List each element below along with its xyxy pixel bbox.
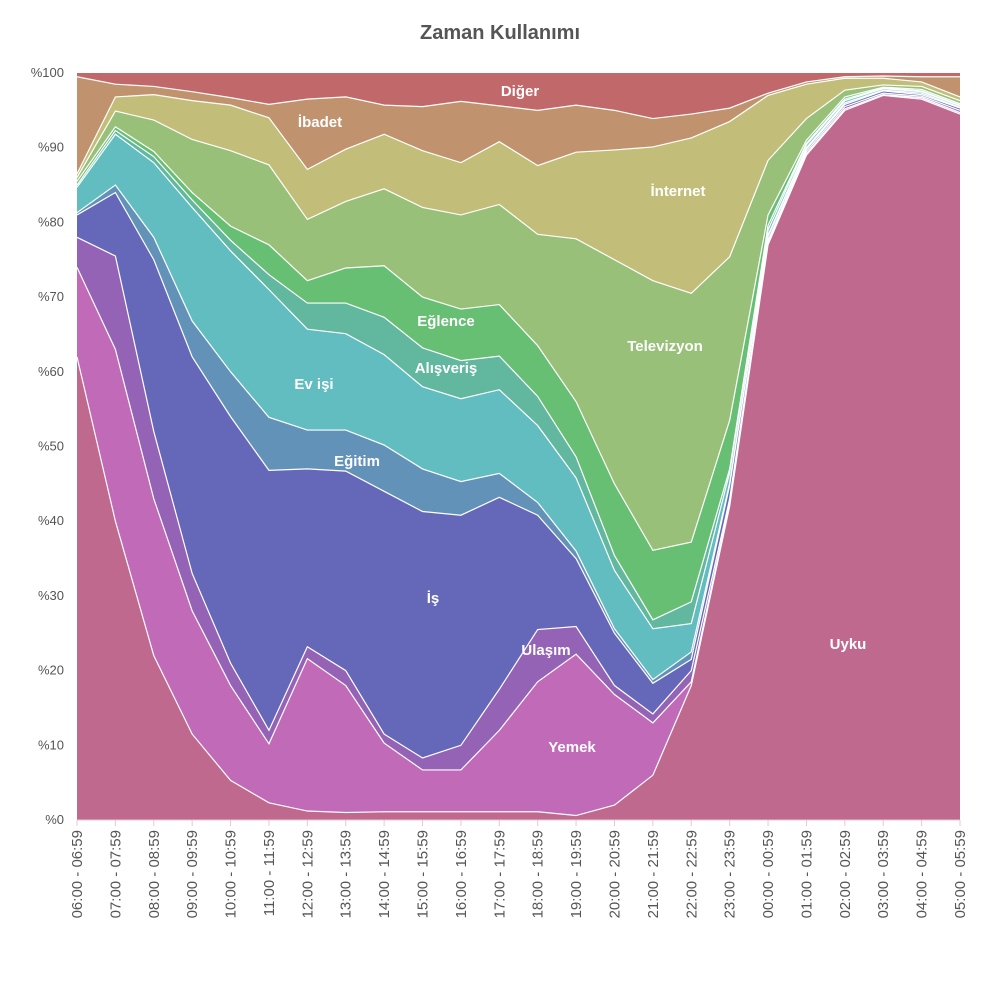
x-tick-label: 13:00 - 13:59 [338,830,355,918]
area-İbadet [77,75,960,174]
series-label-Uyku: Uyku [830,636,867,653]
x-tick-label: 23:00 - 23:59 [722,830,739,918]
boundary-line-Yemek [76,94,961,771]
x-tick-label: 22:00 - 22:59 [683,830,700,918]
y-tick-label: %0 [45,812,64,827]
x-tick-label: 08:00 - 08:59 [146,830,163,918]
boundary-line-Ev işi [76,88,961,630]
series-label-Ulaşım: Ulaşım [521,642,570,659]
series-label-Eğitim: Eğitim [334,453,380,470]
area-İnternet [77,78,960,294]
x-tick-label: 00:00 - 00:59 [760,830,777,918]
series-label-Eğlence: Eğlence [417,313,475,330]
y-tick-label: %60 [38,364,64,379]
x-tick-label: 03:00 - 03:59 [875,830,892,918]
x-tick-label: 14:00 - 14:59 [376,830,393,918]
y-tick-label: %10 [38,737,64,752]
x-tick-label: 21:00 - 21:59 [645,830,662,918]
y-tick-label: %90 [38,140,64,155]
series-label-İş: İş [427,590,440,607]
y-tick-label: %50 [38,439,64,454]
series-label-Yemek: Yemek [548,739,596,756]
x-tick-label: 02:00 - 02:59 [837,830,854,918]
area-İş [77,90,960,758]
x-tick-label: 12:00 - 12:59 [299,830,316,918]
area-Ev işi [77,88,960,680]
series-label-Televizyon: Televizyon [627,338,703,355]
x-tick-label: 19:00 - 19:59 [568,830,585,918]
x-tick-label: 16:00 - 16:59 [453,830,470,918]
series-label-İnternet: İnternet [650,183,705,200]
chart-title: Zaman Kullanımı [419,22,581,44]
series-label-İbadet: İbadet [298,114,342,131]
series-label-Alışveriş: Alışveriş [415,360,478,377]
boundary-line-Alışveriş [76,87,961,621]
series-label-Ev işi: Ev işi [294,376,333,393]
boundary-line-İnternet [76,77,961,175]
x-tick-label: 04:00 - 04:59 [914,830,931,918]
x-tick-label: 07:00 - 07:59 [107,830,124,918]
x-tick-label: 17:00 - 17:59 [491,830,508,918]
y-tick-label: %20 [38,663,64,678]
y-tick-label: %100 [31,65,64,80]
y-tick-label: %70 [38,289,64,304]
area-Uyku [77,95,960,820]
x-tick-label: 01:00 - 01:59 [798,830,815,918]
x-tick-label: 18:00 - 18:59 [530,830,547,918]
y-tick-label: %30 [38,588,64,603]
area-Diğer [77,73,960,119]
x-tick-label: 09:00 - 09:59 [184,830,201,918]
area-Televizyon [77,84,960,551]
area-Eğlence [77,87,960,620]
x-tick-label: 10:00 - 10:59 [223,830,240,918]
x-tick-label: 06:00 - 06:59 [69,830,86,918]
x-tick-label: 20:00 - 20:59 [606,830,623,918]
series-label-Diğer: Diğer [501,83,540,100]
boundary-line-Uyku [76,94,961,817]
boundary-line-Eğitim [76,89,961,681]
boundary-line-Televizyon [76,84,961,295]
boundary-line-İbadet [76,75,960,120]
x-tick-label: 05:00 - 05:59 [952,830,969,918]
y-tick-label: %80 [38,214,64,229]
x-tick-label: 15:00 - 15:59 [415,830,432,918]
boundary-line-Ulaşım [76,92,961,759]
boundary-line-İş [76,90,961,685]
x-tick-label: 11:00 - 11:59 [261,830,278,916]
y-tick-label: %40 [38,513,64,528]
boundary-line-Eğlence [76,86,961,552]
